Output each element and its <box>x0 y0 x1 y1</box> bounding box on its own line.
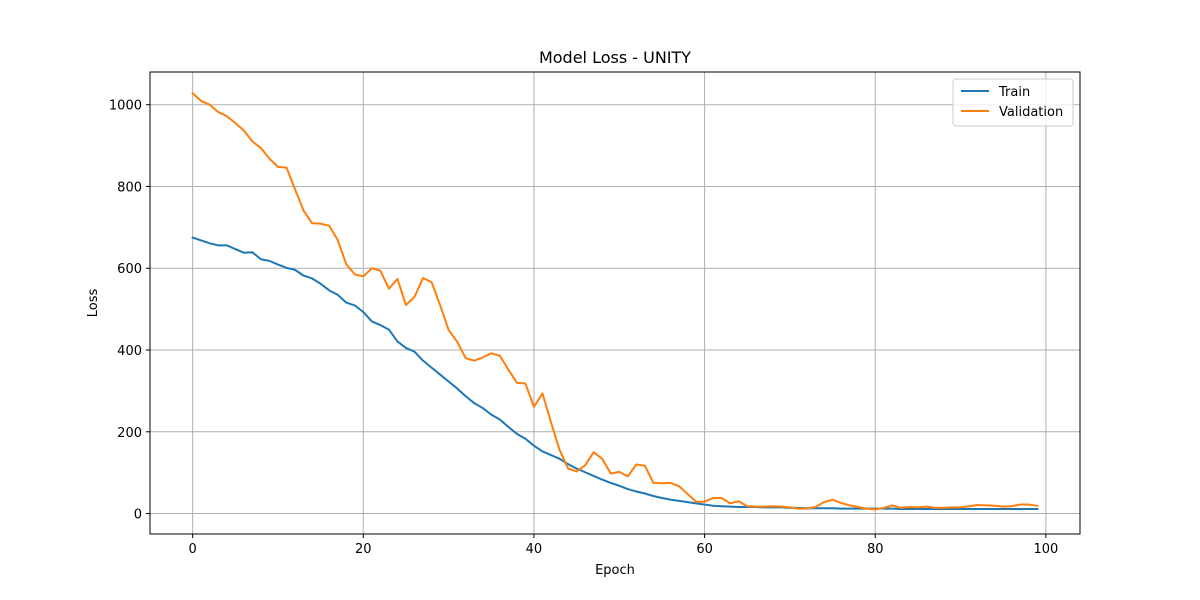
series-line-train <box>191 236 1039 511</box>
x-tick-label: 40 <box>526 542 543 557</box>
y-tick-label: 600 <box>117 262 142 277</box>
x-tick-label: 0 <box>189 542 197 557</box>
x-axis-title: Epoch <box>595 563 635 578</box>
plot-frame <box>149 71 1081 535</box>
y-tick-label: 400 <box>117 344 142 359</box>
y-tick-label: 800 <box>117 180 142 195</box>
legend-label-validation: Validation <box>999 105 1063 120</box>
y-tick-label: 0 <box>134 508 142 523</box>
legend-label-train: Train <box>998 85 1030 100</box>
y-tick-label: 1000 <box>109 99 142 114</box>
series-lines <box>191 91 1039 511</box>
x-tick-label: 20 <box>355 542 372 557</box>
chart-title: Model Loss - UNITY <box>539 48 691 67</box>
series-line-validation <box>191 91 1039 511</box>
grid-lines <box>150 72 1080 534</box>
x-tick-label: 80 <box>867 542 884 557</box>
y-axis-title: Loss <box>86 289 101 318</box>
y-tick-label: 200 <box>117 426 142 441</box>
x-tick-label: 60 <box>696 542 713 557</box>
legend: Train Validation <box>952 78 1074 127</box>
x-tick-label: 100 <box>1033 542 1058 557</box>
